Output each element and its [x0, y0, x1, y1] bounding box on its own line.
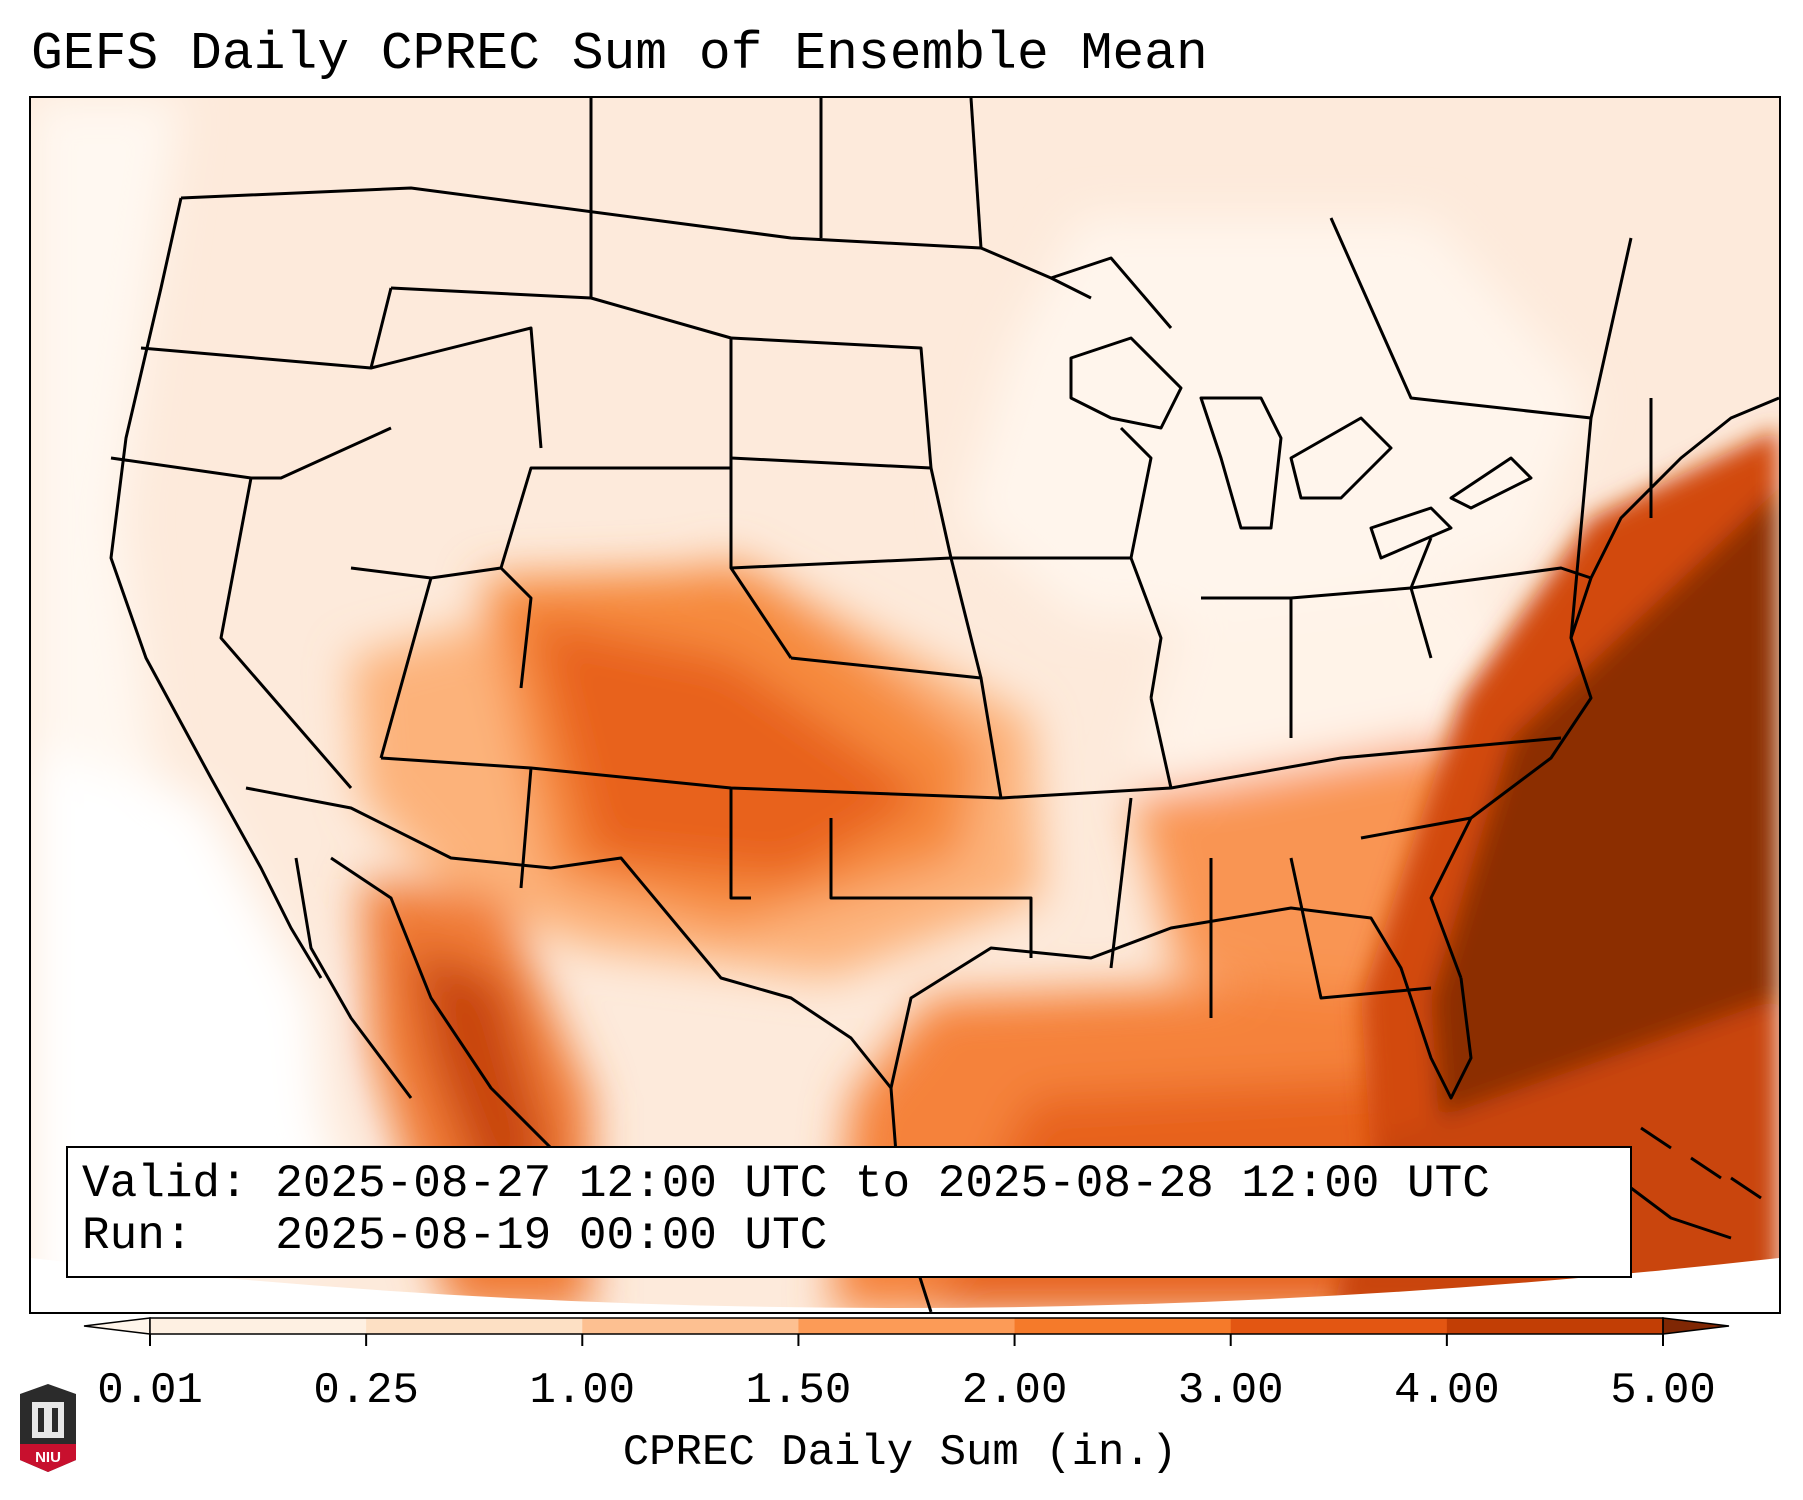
- niu-logo: NIU: [18, 1382, 78, 1479]
- validity-info-box: Valid: 2025-08-27 12:00 UTC to 2025-08-2…: [66, 1146, 1632, 1278]
- projection-edge: [31, 1258, 1779, 1312]
- colorbar-label: CPREC Daily Sum (in.): [622, 1428, 1178, 1478]
- colorbar-segment: [1230, 1318, 1448, 1334]
- colorbar-segment: [582, 1318, 799, 1334]
- map-title: GEFS Daily CPREC Sum of Ensemble Mean: [31, 24, 1208, 84]
- colorbar-tick-label: 5.00: [1610, 1366, 1716, 1416]
- colorbar-over-arrow: [1662, 1317, 1730, 1335]
- colorbar-tick-label: 4.00: [1394, 1366, 1500, 1416]
- colorbar-tick-label: 2.00: [961, 1366, 1068, 1416]
- colorbar-segment: [366, 1318, 583, 1334]
- colorbar: [60, 1310, 1760, 1375]
- colorbar-tick-label: 0.01: [97, 1366, 203, 1416]
- colorbar-segment: [798, 1318, 1016, 1334]
- colorbar-tick-label: 3.00: [1177, 1366, 1284, 1416]
- precipitation-map: [29, 96, 1781, 1314]
- logo-text: NIU: [35, 1449, 61, 1466]
- colorbar-tick-label: 1.50: [745, 1366, 852, 1416]
- colorbar-outline: [149, 1317, 1664, 1335]
- colorbar-tick-label: 1.00: [529, 1366, 636, 1416]
- colorbar-segment: [1014, 1318, 1232, 1334]
- run-time-text: Run: 2025-08-19 00:00 UTC: [82, 1210, 828, 1262]
- colorbar-tick-label: 0.25: [313, 1366, 419, 1416]
- valid-time-text: Valid: 2025-08-27 12:00 UTC to 2025-08-2…: [82, 1158, 1490, 1210]
- colorbar-segment: [1446, 1318, 1664, 1334]
- colorbar-segment: [150, 1318, 367, 1334]
- colorbar-under-arrow: [83, 1317, 151, 1335]
